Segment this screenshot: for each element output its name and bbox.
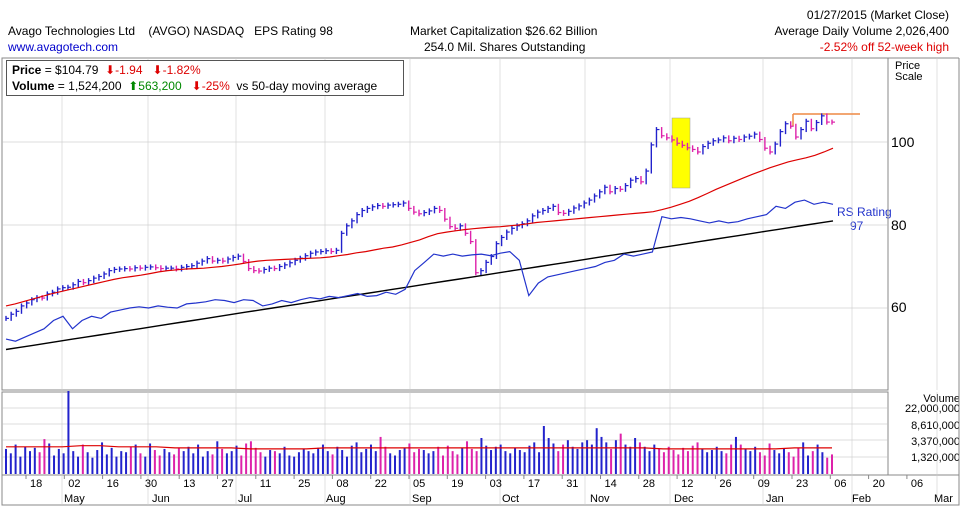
price-label: Price bbox=[12, 63, 42, 77]
volume-avg-line bbox=[6, 445, 832, 450]
date-tick-label: 19 bbox=[451, 478, 463, 490]
volume-change-pct: -25% bbox=[201, 79, 230, 93]
price-row: Price = $104.79 ⬇-1.94 ⬇-1.82% bbox=[12, 63, 201, 77]
company-name: Avago Technologies Ltd bbox=[8, 24, 135, 38]
month-label: Mar bbox=[934, 493, 953, 505]
chart-date: 01/27/2015 (Market Close) bbox=[806, 8, 949, 22]
month-label: Sep bbox=[412, 493, 432, 505]
date-tick-label: 03 bbox=[490, 478, 502, 490]
date-tick-label: 20 bbox=[873, 478, 885, 490]
month-label: Oct bbox=[502, 493, 519, 505]
date-tick-label: 12 bbox=[681, 478, 693, 490]
date-tick-label: 18 bbox=[30, 478, 42, 490]
price-scale-word-1: Price bbox=[895, 60, 921, 72]
market-cap: Market Capitalization $26.62 Billion bbox=[410, 24, 598, 38]
date-tick-label: 06 bbox=[834, 478, 846, 490]
month-label: Nov bbox=[590, 493, 610, 505]
rs-rating-value: 97 bbox=[850, 219, 864, 233]
date-tick-label: 28 bbox=[643, 478, 655, 490]
price-scale-word-2: Scale bbox=[895, 71, 923, 83]
price-tick-label: 60 bbox=[891, 299, 907, 315]
eps-rating: EPS Rating 98 bbox=[254, 24, 333, 38]
shares-outstanding: 254.0 Mil. Shares Outstanding bbox=[424, 40, 586, 54]
chart-header: Avago Technologies Ltd (AVGO) NASDAQ EPS… bbox=[0, 0, 963, 58]
month-label: May bbox=[64, 493, 85, 505]
avg-daily-volume: Average Daily Volume 2,026,400 bbox=[774, 24, 949, 38]
quote-box: Price = $104.79 ⬇-1.94 ⬇-1.82% Volume = … bbox=[6, 60, 404, 96]
volume-note: vs 50-day moving average bbox=[236, 79, 378, 93]
date-tick-label: 02 bbox=[68, 478, 80, 490]
price-panel-frame bbox=[1, 57, 889, 391]
date-tick-label: 22 bbox=[375, 478, 387, 490]
breakout-highlight bbox=[671, 117, 691, 189]
month-label: Jun bbox=[152, 493, 170, 505]
price-change-pct: -1.82% bbox=[162, 63, 201, 77]
volume-change: 563,200 bbox=[138, 79, 182, 93]
volume-tick-label: 1,320,000 bbox=[911, 452, 960, 464]
date-tick-label: 06 bbox=[911, 478, 923, 490]
price-tick-label: 80 bbox=[891, 217, 907, 233]
date-tick-label: 31 bbox=[566, 478, 578, 490]
price-value: = $104.79 bbox=[44, 63, 99, 77]
volume-row: Volume = 1,524,200 ⬆563,200 ⬇-25% vs 50-… bbox=[12, 79, 377, 93]
date-tick-label: 23 bbox=[796, 478, 808, 490]
date-tick-label: 09 bbox=[758, 478, 770, 490]
month-label: Jul bbox=[238, 493, 252, 505]
rs-rating-label: RS Rating bbox=[837, 205, 892, 219]
volume-value: = 1,524,200 bbox=[57, 79, 122, 93]
month-label: Feb bbox=[852, 493, 871, 505]
date-tick-label: 30 bbox=[145, 478, 157, 490]
volume-label: Volume bbox=[12, 79, 55, 93]
ma50-line bbox=[5, 147, 834, 307]
volume-tick-label: 22,000,000 bbox=[904, 403, 960, 415]
down-arrow-icon: ⬇ bbox=[105, 63, 116, 77]
date-tick-label: 05 bbox=[413, 478, 425, 490]
company-line: Avago Technologies Ltd (AVGO) NASDAQ EPS… bbox=[8, 24, 333, 38]
volume-tick-label: 8,610,000 bbox=[911, 420, 960, 432]
date-tick-label: 27 bbox=[222, 478, 234, 490]
date-tick-label: 13 bbox=[183, 478, 195, 490]
date-tick-label: 25 bbox=[298, 478, 310, 490]
month-label: Dec bbox=[674, 493, 694, 505]
date-tick-label: 11 bbox=[260, 478, 271, 490]
down-arrow-icon: ⬇ bbox=[191, 79, 202, 93]
off-52-week-high: -2.52% off 52-week high bbox=[819, 40, 949, 54]
ma200-line bbox=[5, 220, 834, 351]
price-tick-label: 100 bbox=[891, 134, 915, 150]
date-tick-label: 08 bbox=[336, 478, 348, 490]
up-arrow-icon: ⬆ bbox=[128, 79, 139, 93]
rs-line bbox=[5, 199, 834, 342]
price-scale-label: Price Scale bbox=[895, 61, 923, 83]
date-tick-label: 26 bbox=[719, 478, 731, 490]
date-tick-label: 17 bbox=[528, 478, 540, 490]
ticker: (AVGO) bbox=[148, 24, 191, 38]
volume-tick-label: 3,370,000 bbox=[911, 436, 960, 448]
date-tick-label: 14 bbox=[605, 478, 617, 490]
exchange: NASDAQ bbox=[193, 24, 245, 38]
date-tick-label: 16 bbox=[107, 478, 119, 490]
price-change: -1.94 bbox=[115, 63, 143, 77]
website-link[interactable]: www.avagotech.com bbox=[8, 40, 119, 54]
month-label: Jan bbox=[766, 493, 784, 505]
month-label: Aug bbox=[326, 493, 346, 505]
volume-axis-label: Volume bbox=[923, 393, 960, 405]
down-arrow-icon: ⬇ bbox=[152, 63, 163, 77]
